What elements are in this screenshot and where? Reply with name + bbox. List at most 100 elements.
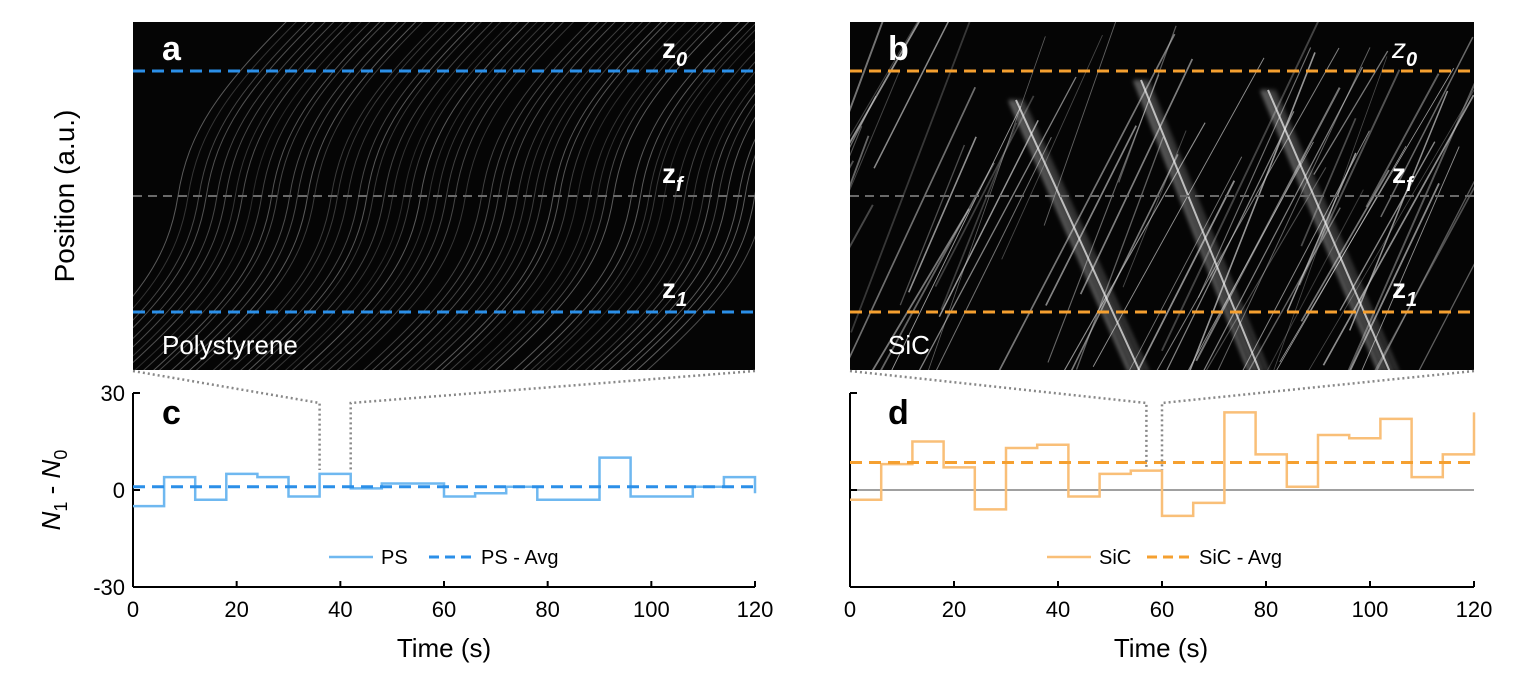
x-tick-label: 60 [432,597,456,622]
kymograph-panel-a: a z0 zf z1 Polystyrene [133,22,755,370]
x-tick-label: 100 [1352,597,1389,622]
chart-panel-d: d Time (s) 0 20 40 60 80 100 120 SiC SiC - Avg [844,369,1492,663]
particle-streak [1376,180,1474,370]
bright-streak [1008,99,1131,370]
particle-streak [1322,94,1474,366]
bright-streak [1012,99,1137,370]
bright-streak [1146,79,1268,370]
z0-label: z0 [662,33,687,71]
particle-streak [850,126,863,157]
particle-streak [1129,156,1243,370]
particle-streak [938,119,1039,318]
particle-streak [850,135,870,188]
particle-streak [891,105,1022,370]
particle-streak [1267,189,1364,370]
bright-streak [1264,89,1387,370]
particle-streak [934,95,1035,287]
particle-streak [850,160,855,169]
particle-streak [1205,167,1327,370]
x-tick-label: 40 [1046,597,1070,622]
particle-streak [1217,47,1371,370]
particle-streak [873,22,949,169]
particle-streak [1070,153,1179,370]
particle-streak [880,162,995,370]
material-label-sic: SiC [888,330,930,360]
particle-streak [1075,136,1164,370]
particle-streak [1276,145,1407,370]
particle-streak [219,22,447,370]
particle-streak [1300,169,1390,322]
kymograph-panel-b: b z0 zf z1 SiC [850,22,1474,370]
particle-streak [371,22,600,370]
x-axis-label: Time (s) [1114,633,1208,663]
z1-label: z1 [662,273,687,311]
particle-streak [133,22,297,309]
particle-streak [1203,66,1364,370]
particle-streak [1047,74,1160,363]
x-tick-label: 120 [737,597,774,622]
particle-streak [1273,56,1388,370]
z1-label: z1 [1392,273,1417,311]
bright-streak [1142,79,1263,370]
particle-streak [850,22,918,138]
particle-streak [850,22,884,113]
particle-streak [850,86,976,359]
bright-streak [1133,79,1251,370]
x-axis-label: Time (s) [397,633,491,663]
bright-streak [1015,99,1141,370]
particle-streak [871,208,970,370]
particle-streak [1308,89,1474,370]
zf-label: zf [1392,158,1415,196]
panel-letter-b: b [888,30,909,68]
particle-streak [1197,47,1312,298]
bright-streak [1137,79,1257,370]
y-tick-label: -30 [93,575,125,600]
panel-letter-c: c [162,394,181,432]
bright-streak [1269,89,1393,370]
x-tick-label: 0 [127,597,139,622]
particle-streak [1313,50,1389,175]
zoom-connector [349,369,756,470]
y-tick-label: 30 [101,381,125,406]
legend-label: SiC - Avg [1199,547,1282,569]
panel-letter-d: d [888,394,909,432]
particle-streak [1189,52,1316,370]
particle-streak [1298,69,1401,286]
particle-streak [1300,118,1357,247]
particle-streak [1365,73,1440,208]
zoom-connector [132,369,321,470]
particle-streak [1063,122,1206,370]
particle-streak [1374,186,1474,370]
particle-streak [1195,87,1341,362]
particle-streak [1045,125,1137,306]
legend-label: PS - Avg [481,547,558,569]
bright-streak [1140,79,1261,370]
particle-streak [918,76,1077,370]
particle-streak [1156,47,1340,370]
z0-label: z0 [1391,33,1417,71]
particle-streak [907,136,977,293]
x-tick-label: 0 [844,597,856,622]
particle-streak [1339,141,1436,311]
particle-streak [1418,263,1474,370]
x-tick-label: 60 [1150,597,1174,622]
particle-streaks [850,22,1474,370]
zf-label: zf [662,158,685,196]
particle-streak [899,144,966,306]
bright-streak [1267,89,1391,370]
particle-streak [1380,36,1474,218]
particle-streak [1347,82,1474,370]
series-step-line [133,456,757,508]
y-tick-label: 0 [113,478,125,503]
chart-panel-c: c N1 - N0 Time (s) 300-300 20 40 60 80 100 120… [36,369,774,663]
x-tick-label: 20 [942,597,966,622]
particle-streak [1348,90,1449,331]
x-tick-label: 100 [633,597,670,622]
particle-streak [940,122,1018,311]
particle-streak [1079,58,1194,295]
bright-streak [1273,89,1398,370]
particle-streak [928,36,1046,370]
particle-streak [1122,130,1187,288]
x-tick-label: 80 [535,597,559,622]
